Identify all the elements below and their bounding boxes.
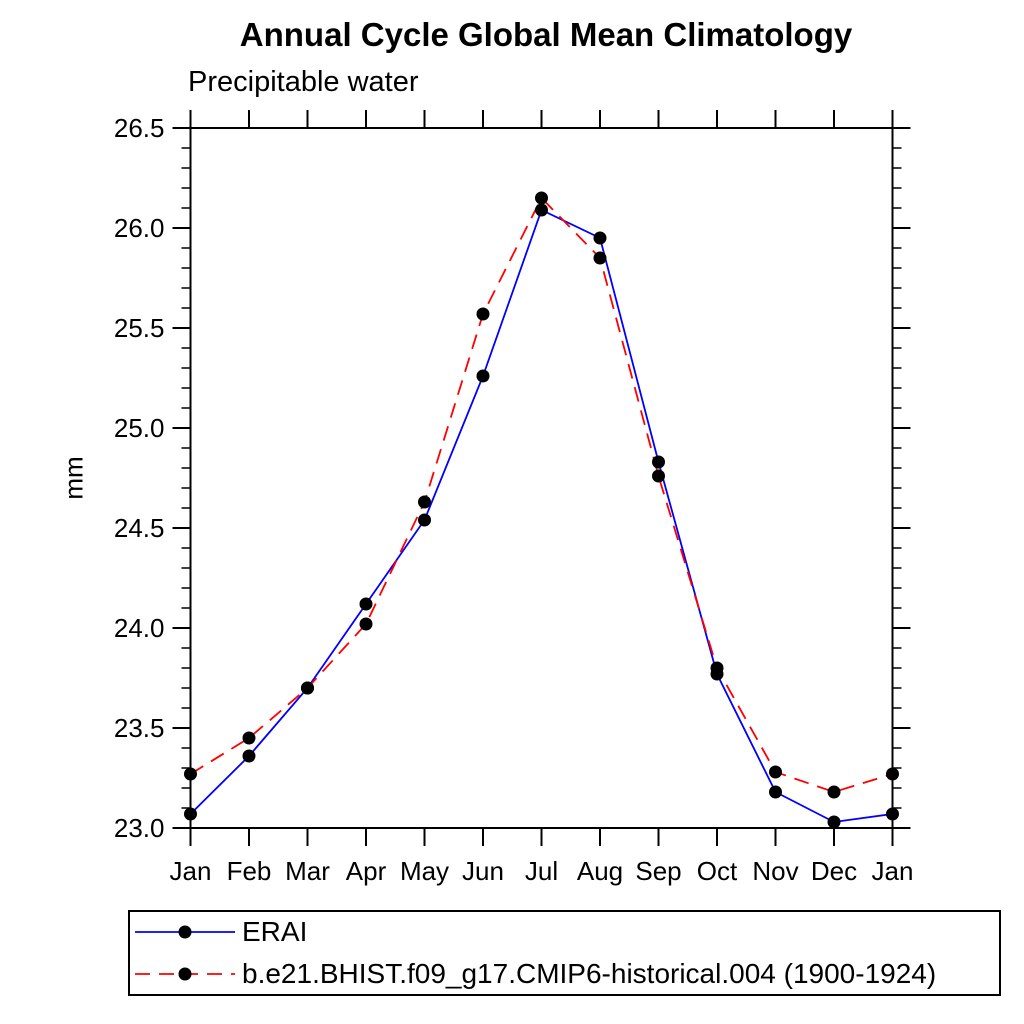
- y-tick-label: 24.5: [114, 513, 165, 543]
- legend-entry-erai: ERAI: [133, 914, 999, 950]
- data-point: [886, 767, 899, 781]
- data-point: [593, 231, 607, 245]
- x-tick-label: Jan: [170, 856, 212, 886]
- data-point: [827, 815, 841, 829]
- data-point: [652, 455, 665, 469]
- data-point: [476, 307, 490, 321]
- x-tick-label: Apr: [346, 856, 387, 886]
- x-tick-label: Sep: [635, 856, 681, 886]
- chart-subtitle: Precipitable water: [188, 66, 419, 98]
- data-point: [301, 681, 314, 695]
- data-point: [359, 597, 373, 611]
- data-point: [535, 191, 548, 205]
- data-point: [476, 369, 490, 383]
- legend: ERAI b.e21.BHIST.f09_g17.CMIP6-historica…: [128, 910, 1001, 996]
- legend-entry-model: b.e21.BHIST.f09_g17.CMIP6-historical.004…: [133, 956, 999, 992]
- data-point: [184, 767, 197, 781]
- legend-marker-dot-icon: [178, 967, 192, 981]
- data-point: [359, 617, 373, 631]
- legend-line-sample-solid: [135, 925, 235, 939]
- x-tick-label: Oct: [697, 856, 738, 886]
- data-point: [184, 807, 197, 821]
- x-tick-label: Jul: [525, 856, 558, 886]
- data-point: [769, 765, 782, 779]
- data-point: [418, 495, 431, 509]
- legend-label-erai: ERAI: [242, 916, 308, 947]
- y-tick-label: 25.0: [114, 413, 165, 443]
- plot-frame: [189, 127, 894, 829]
- y-tick-label: 25.5: [114, 313, 165, 343]
- x-tick-label: Jan: [872, 856, 914, 886]
- legend-line-sample-dashed: [135, 967, 235, 981]
- data-point: [710, 661, 724, 675]
- y-tick-label: 26.5: [114, 113, 165, 143]
- data-point: [652, 469, 665, 483]
- y-tick-label: 24.0: [114, 613, 165, 643]
- data-point: [827, 785, 841, 799]
- data-point: [535, 203, 548, 217]
- y-tick-label: 23.0: [114, 813, 165, 843]
- x-tick-label: Mar: [285, 856, 330, 886]
- page-title: Annual Cycle Global Mean Climatology: [239, 16, 853, 53]
- x-tick-label: May: [400, 856, 449, 886]
- data-point: [242, 749, 256, 763]
- data-point: [769, 785, 782, 799]
- data-point: [886, 807, 899, 821]
- legend-marker-dot-icon: [178, 925, 192, 939]
- data-point: [418, 513, 431, 527]
- y-tick-label: 26.0: [114, 213, 165, 243]
- series-line-erai: [189, 208, 893, 823]
- x-tick-label: Dec: [811, 856, 857, 886]
- y-tick-label: 23.5: [114, 713, 165, 743]
- x-tick-label: Nov: [752, 856, 798, 886]
- x-tick-label: Feb: [227, 856, 272, 886]
- legend-label-model: b.e21.BHIST.f09_g17.CMIP6-historical.004…: [242, 958, 937, 989]
- data-point: [593, 251, 607, 265]
- x-tick-label: Jun: [462, 856, 504, 886]
- data-point: [242, 731, 256, 745]
- x-tick-label: Aug: [577, 856, 623, 886]
